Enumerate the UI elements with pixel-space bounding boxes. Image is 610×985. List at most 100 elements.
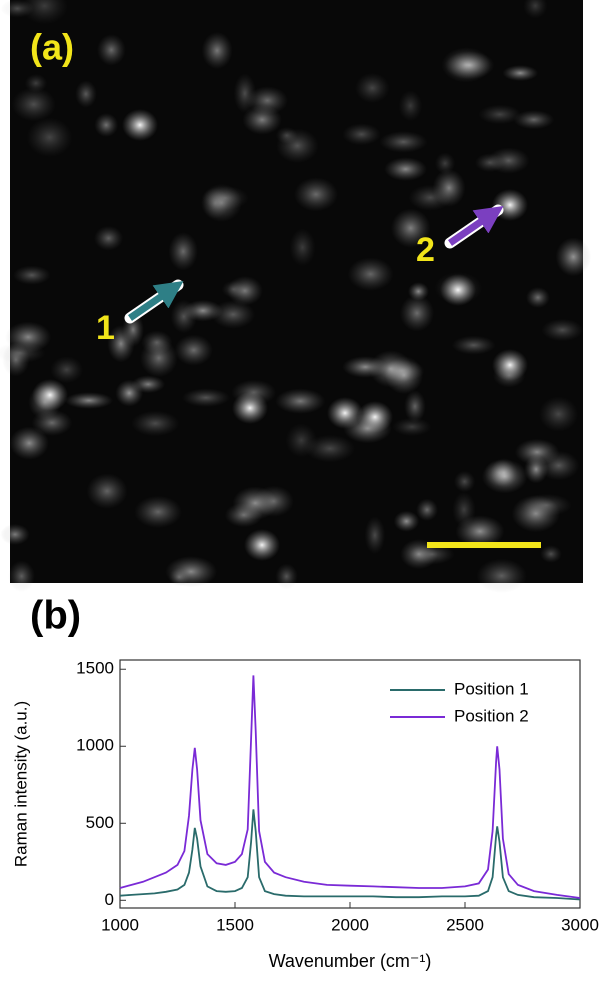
blob — [525, 286, 550, 309]
blob — [513, 110, 555, 130]
blob — [342, 123, 381, 146]
blob — [393, 510, 420, 532]
blob — [242, 104, 282, 135]
blob — [168, 232, 198, 271]
blob — [404, 390, 426, 423]
blob — [327, 397, 363, 429]
blob — [492, 349, 528, 381]
blob — [134, 495, 183, 529]
blob — [221, 280, 246, 299]
blob — [94, 113, 119, 138]
blob — [75, 80, 97, 108]
blob — [50, 356, 84, 384]
blob — [201, 187, 229, 219]
blob — [399, 294, 435, 332]
blob — [86, 473, 128, 509]
blob — [11, 87, 56, 122]
blob — [347, 257, 394, 291]
x-tick-label: 3000 — [561, 915, 599, 934]
blob — [211, 300, 256, 329]
blob — [364, 516, 386, 555]
blob — [392, 417, 432, 437]
blob — [440, 274, 476, 306]
blob — [275, 563, 298, 590]
blob — [521, 493, 572, 517]
arrow-1 — [128, 281, 184, 321]
blob — [201, 31, 233, 70]
blob — [523, 0, 548, 19]
panel-label: (b) — [30, 594, 81, 638]
marker-label: 2 — [416, 231, 435, 269]
blob — [490, 457, 518, 488]
blob — [478, 104, 522, 125]
blob — [275, 388, 326, 414]
blob — [384, 157, 427, 181]
blob — [538, 450, 580, 481]
blob — [453, 470, 476, 493]
blob — [115, 379, 144, 407]
y-tick-label: 500 — [86, 813, 114, 832]
blob — [444, 51, 495, 80]
blob — [174, 334, 213, 366]
blob — [0, 523, 30, 545]
blob — [232, 392, 268, 424]
blob — [5, 321, 52, 353]
blob — [96, 34, 126, 66]
blob — [9, 426, 49, 460]
y-axis-title: Raman intensity (a.u.) — [11, 701, 30, 867]
blob — [93, 225, 124, 251]
blob — [285, 423, 318, 458]
x-tick-label: 2500 — [446, 915, 484, 934]
blob — [170, 299, 198, 334]
blob — [12, 265, 51, 285]
series-line — [119, 675, 581, 899]
y-tick-label: 1000 — [76, 736, 114, 755]
blob — [342, 356, 389, 378]
blob — [140, 338, 178, 378]
blob — [107, 324, 135, 363]
blob — [379, 131, 428, 153]
blob — [432, 169, 466, 207]
blob — [357, 401, 393, 433]
blob — [540, 545, 562, 563]
blob — [31, 409, 73, 436]
blob — [131, 410, 180, 437]
blob — [276, 128, 319, 163]
blob — [168, 567, 190, 587]
blob — [434, 152, 456, 175]
blob — [32, 379, 68, 411]
x-tick-label: 1500 — [216, 915, 254, 934]
blob — [304, 434, 356, 463]
blob — [64, 392, 114, 409]
blob — [289, 228, 316, 267]
blob — [354, 72, 390, 104]
blob — [122, 109, 158, 141]
blob — [555, 237, 592, 277]
blob — [416, 498, 438, 522]
series-line — [119, 809, 581, 901]
y-tick-label: 0 — [105, 890, 114, 909]
blob — [21, 0, 68, 25]
y-tick-label: 1500 — [76, 659, 114, 678]
x-tick-label: 1000 — [101, 915, 139, 934]
blob — [390, 208, 431, 248]
marker-label: 1 — [96, 309, 115, 347]
arrow-2 — [448, 206, 504, 246]
panel-label: (a) — [30, 27, 74, 68]
blob — [293, 177, 339, 212]
blob — [541, 318, 584, 342]
x-axis-title: Wavenumber (cm⁻¹) — [269, 951, 432, 971]
x-tick-label: 2000 — [331, 915, 369, 934]
micrograph — [0, 0, 592, 594]
blob — [8, 560, 35, 592]
blob — [398, 90, 423, 122]
blob — [26, 117, 73, 158]
blob — [474, 153, 505, 173]
blob — [476, 558, 527, 594]
blob — [502, 65, 539, 82]
blob — [538, 396, 579, 432]
legend-label: Position 1 — [454, 679, 529, 698]
blob — [451, 335, 496, 355]
